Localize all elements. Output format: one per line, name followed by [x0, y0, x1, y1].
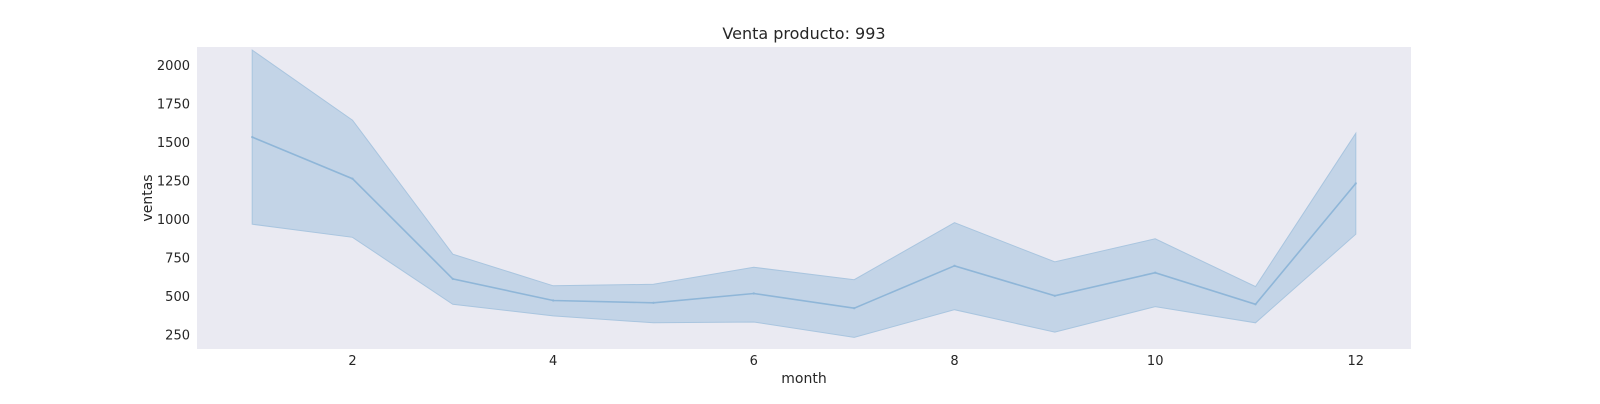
- y-tick-label: 250: [165, 329, 190, 344]
- data-point: [1354, 182, 1358, 185]
- x-tick-label: 2: [348, 354, 356, 369]
- data-point: [1154, 271, 1157, 274]
- line-layer: [251, 136, 1357, 310]
- x-tick-label: 12: [1348, 354, 1365, 369]
- y-axis-ticks: 250 500 750 1000 1250 1500 1750 2000: [157, 59, 190, 344]
- data-point: [1053, 294, 1057, 297]
- confidence-band: [251, 49, 1357, 338]
- y-tick-label: 500: [165, 290, 190, 305]
- data-point: [1254, 303, 1257, 306]
- y-tick-label: 2000: [157, 59, 190, 74]
- x-tick-label: 6: [750, 354, 758, 369]
- data-point: [251, 135, 254, 139]
- y-tick-label: 1750: [157, 98, 190, 113]
- data-point: [552, 299, 555, 302]
- x-axis-ticks: 2 4 6 8 10 12: [348, 354, 1364, 369]
- x-tick-label: 8: [950, 354, 958, 369]
- x-tick-label: 4: [549, 354, 557, 369]
- data-point: [351, 177, 354, 180]
- y-tick-label: 1500: [157, 136, 190, 151]
- data-point: [451, 277, 454, 281]
- x-axis-label: month: [781, 371, 826, 387]
- point-layer: [251, 135, 1358, 310]
- chart-title: Venta producto: 993: [722, 24, 885, 43]
- x-tick-label: 10: [1147, 354, 1164, 369]
- data-point: [953, 264, 956, 267]
- y-tick-label: 1000: [157, 213, 190, 228]
- y-tick-label: 750: [165, 252, 190, 267]
- confidence-band-layer: [251, 49, 1357, 338]
- series-line: [251, 136, 1357, 310]
- y-axis-label: ventas: [140, 174, 156, 221]
- data-point: [652, 301, 655, 304]
- data-point: [853, 307, 856, 310]
- data-point: [752, 292, 755, 295]
- y-tick-label: 1250: [157, 175, 190, 190]
